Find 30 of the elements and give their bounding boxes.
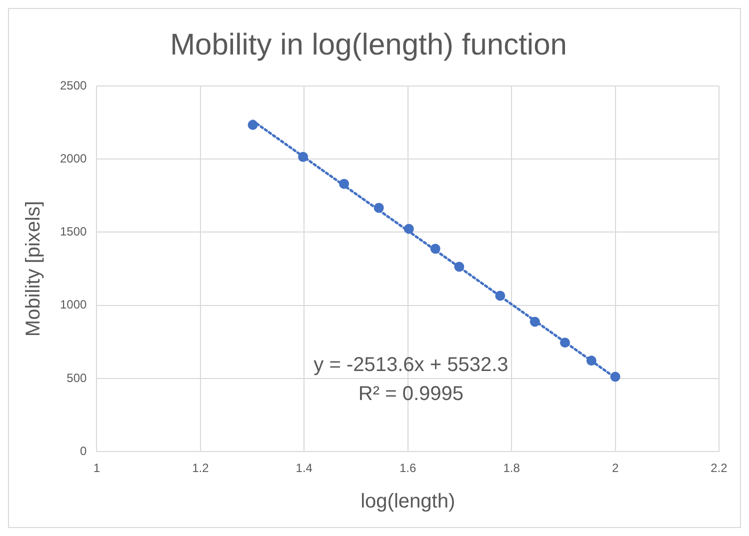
point bbox=[374, 202, 384, 213]
x-tick-label: 1 bbox=[93, 461, 100, 476]
y-tick-label: 1000 bbox=[60, 298, 88, 312]
annotation: R² = 0.9995 bbox=[358, 383, 464, 406]
y-tick-label: 500 bbox=[66, 370, 88, 385]
point bbox=[404, 224, 414, 234]
x-axis-title: log(length) bbox=[360, 490, 456, 513]
point bbox=[610, 372, 620, 382]
y-tick-label: 2000 bbox=[60, 151, 88, 166]
point bbox=[495, 290, 506, 301]
chart-title: Mobility in log(length) function bbox=[170, 28, 567, 62]
point bbox=[248, 120, 258, 130]
x-tick-label: 1.2 bbox=[192, 461, 210, 476]
y-tick-label: 1500 bbox=[60, 224, 88, 239]
point bbox=[298, 152, 308, 162]
y-tick-label: 0 bbox=[80, 444, 88, 458]
x-tick-label: 2 bbox=[612, 461, 619, 476]
x-tick-label: 1.4 bbox=[296, 461, 313, 476]
x-tick-label: 1.6 bbox=[400, 461, 417, 476]
point bbox=[560, 338, 570, 348]
point bbox=[454, 262, 464, 272]
y-tick-label: 2500 bbox=[60, 78, 88, 92]
x-tick-label: 2.2 bbox=[710, 461, 728, 476]
point bbox=[586, 356, 596, 366]
y-axis-title: Mobility [pixels] bbox=[22, 200, 45, 337]
point bbox=[430, 244, 440, 254]
point bbox=[339, 178, 350, 189]
x-tick-label: 1.8 bbox=[503, 461, 520, 476]
annotation: y = -2513.6x + 5532.3 bbox=[314, 354, 508, 376]
point bbox=[530, 316, 540, 327]
